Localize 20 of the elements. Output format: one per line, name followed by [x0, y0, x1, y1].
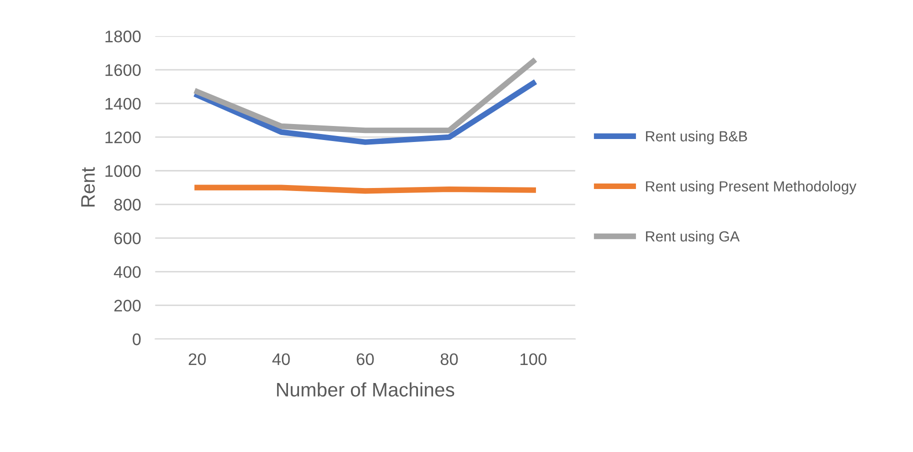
legend-label: Rent using B&B	[646, 130, 748, 144]
x-axis-title: Number of Machines	[277, 382, 454, 397]
legend-label: Rent using GA	[646, 230, 740, 244]
y-tick-label: 1800	[106, 30, 141, 42]
x-tick-label: 40	[272, 353, 290, 366]
y-tick-label: 200	[114, 300, 141, 312]
legend-label: Rent using Present Methodology	[646, 180, 856, 194]
x-tick-label: 80	[440, 353, 458, 366]
y-axis-title: Rent	[81, 167, 95, 207]
y-tick-label: 1600	[106, 64, 141, 76]
x-tick-label: 100	[520, 353, 546, 366]
y-tick-label: 1200	[106, 132, 141, 144]
x-tick-label: 20	[188, 353, 206, 366]
x-tick-label: 60	[356, 353, 374, 366]
y-tick-label: 1000	[106, 165, 141, 177]
y-tick-label: 800	[114, 198, 141, 211]
y-tick-label: 1400	[106, 98, 141, 110]
y-tick-label: 0	[132, 333, 141, 346]
y-tick-label: 600	[114, 232, 141, 244]
y-tick-label: 400	[114, 266, 141, 278]
